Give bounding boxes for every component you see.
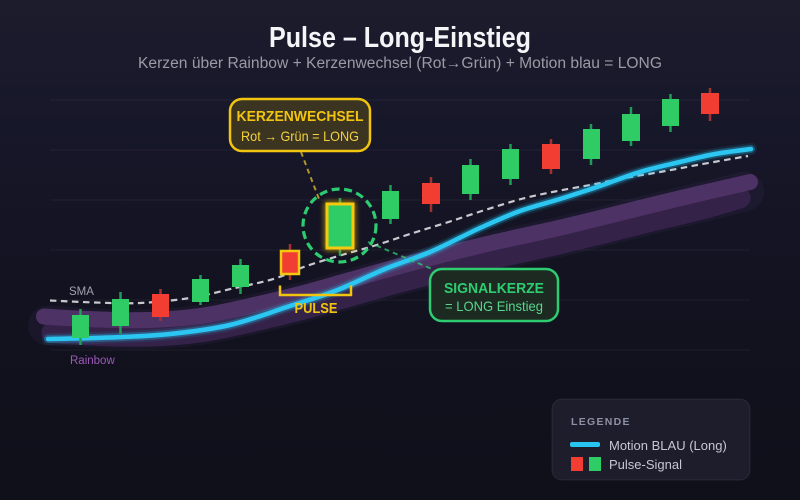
- svg-text:Rainbow: Rainbow: [70, 355, 115, 367]
- svg-text:PULSE: PULSE: [295, 300, 338, 317]
- svg-text:LEGENDE: LEGENDE: [571, 416, 631, 428]
- svg-text:Pulse – Long-Einstieg: Pulse – Long-Einstieg: [269, 22, 531, 54]
- svg-text:Kerzen über Rainbow + Kerzenwe: Kerzen über Rainbow + Kerzenwechsel (Rot…: [138, 55, 662, 72]
- svg-text:Rot → Grün = LONG: Rot → Grün = LONG: [241, 128, 359, 144]
- svg-text:KERZENWECHSEL: KERZENWECHSEL: [237, 108, 364, 125]
- svg-text:SMA: SMA: [69, 286, 94, 298]
- svg-text:SIGNALKERZE: SIGNALKERZE: [444, 280, 544, 297]
- svg-text:= LONG Einstieg: = LONG Einstieg: [445, 298, 543, 314]
- svg-text:Motion BLAU (Long): Motion BLAU (Long): [609, 438, 727, 453]
- svg-text:Pulse-Signal: Pulse-Signal: [609, 457, 682, 472]
